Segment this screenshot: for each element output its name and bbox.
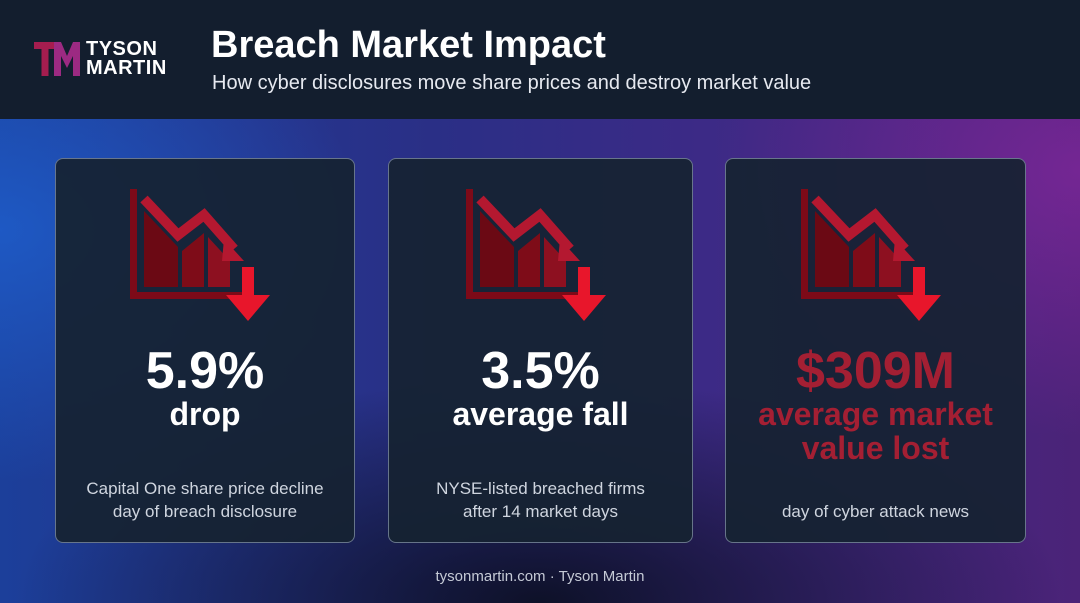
brand-logo[interactable]: TYSON MARTIN	[34, 38, 184, 80]
stat-description: NYSE-listed breached firms after 14 mark…	[389, 477, 692, 523]
declining-chart-icon	[466, 189, 616, 325]
stat-value: 5.9%	[145, 342, 265, 400]
stat-card-market-value: $309M average market value lost day of c…	[725, 158, 1026, 543]
stat-card-capital-one: 5.9% drop Capital One share price declin…	[55, 158, 355, 543]
stat-description: day of cyber attack news	[726, 500, 1025, 523]
brand-name-line2: MARTIN	[86, 57, 167, 79]
stat-label: drop	[169, 396, 241, 432]
stat-description-line: day of breach disclosure	[112, 502, 298, 521]
header-bar: TYSON MARTIN Breach Market Impact How cy…	[0, 0, 1080, 119]
stat-description-line: after 14 market days	[463, 502, 618, 521]
stat-label: average fall	[452, 396, 629, 432]
stat-description-line: day of cyber attack news	[781, 502, 970, 521]
brand-name: TYSON MARTIN	[86, 38, 167, 79]
stat-description: Capital One share price decline day of b…	[56, 477, 354, 523]
page-subtitle: How cyber disclosures move share prices …	[212, 72, 812, 94]
page-title: Breach Market Impact	[211, 24, 606, 66]
stat-label: average market value lost	[758, 396, 993, 466]
brand-name-line1: TYSON	[86, 38, 158, 60]
stat-description-line: Capital One share price decline	[86, 479, 324, 498]
footer-credit[interactable]: tysonmartin.com · Tyson Martin	[435, 568, 645, 585]
stat-value: $309M	[796, 342, 955, 400]
stat-card-nyse: 3.5% average fall NYSE-listed breached f…	[388, 158, 693, 543]
declining-chart-icon	[801, 189, 951, 325]
stat-description-line: NYSE-listed breached firms	[436, 479, 645, 498]
tm-logo-mark-icon	[34, 42, 80, 76]
stat-value: 3.5%	[481, 342, 600, 400]
declining-chart-icon	[130, 189, 280, 325]
